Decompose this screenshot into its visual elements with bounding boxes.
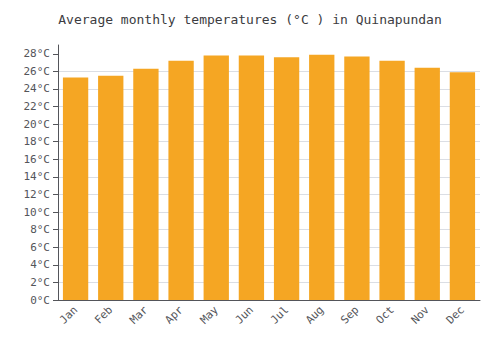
- svg-text:Jul: Jul: [268, 303, 291, 326]
- svg-text:Oct: Oct: [373, 303, 396, 326]
- svg-text:Feb: Feb: [92, 303, 115, 326]
- svg-text:Mar: Mar: [127, 303, 150, 326]
- svg-text:Dec: Dec: [444, 303, 467, 326]
- svg-text:16°C: 16°C: [24, 153, 51, 166]
- svg-text:20°C: 20°C: [24, 118, 51, 131]
- svg-text:Jun: Jun: [233, 303, 256, 326]
- svg-text:18°C: 18°C: [24, 135, 51, 148]
- svg-text:Aug: Aug: [303, 303, 326, 326]
- svg-text:10°C: 10°C: [24, 206, 51, 219]
- svg-text:12°C: 12°C: [24, 188, 51, 201]
- svg-text:May: May: [198, 303, 221, 326]
- svg-text:Nov: Nov: [409, 303, 432, 326]
- svg-text:28°C: 28°C: [24, 47, 51, 60]
- svg-text:Average monthly temperatures (: Average monthly temperatures (°C ) in Qu…: [58, 12, 442, 27]
- svg-text:14°C: 14°C: [24, 170, 51, 183]
- svg-text:Jan: Jan: [57, 303, 80, 326]
- svg-text:6°C: 6°C: [30, 241, 50, 254]
- svg-text:Apr: Apr: [162, 303, 185, 326]
- svg-text:8°C: 8°C: [30, 223, 50, 236]
- svg-text:26°C: 26°C: [24, 65, 51, 78]
- svg-text:0°C: 0°C: [30, 294, 50, 307]
- svg-text:22°C: 22°C: [24, 100, 51, 113]
- svg-text:2°C: 2°C: [30, 276, 50, 289]
- svg-text:4°C: 4°C: [30, 258, 50, 271]
- svg-text:Sep: Sep: [338, 303, 361, 326]
- svg-text:24°C: 24°C: [24, 82, 51, 95]
